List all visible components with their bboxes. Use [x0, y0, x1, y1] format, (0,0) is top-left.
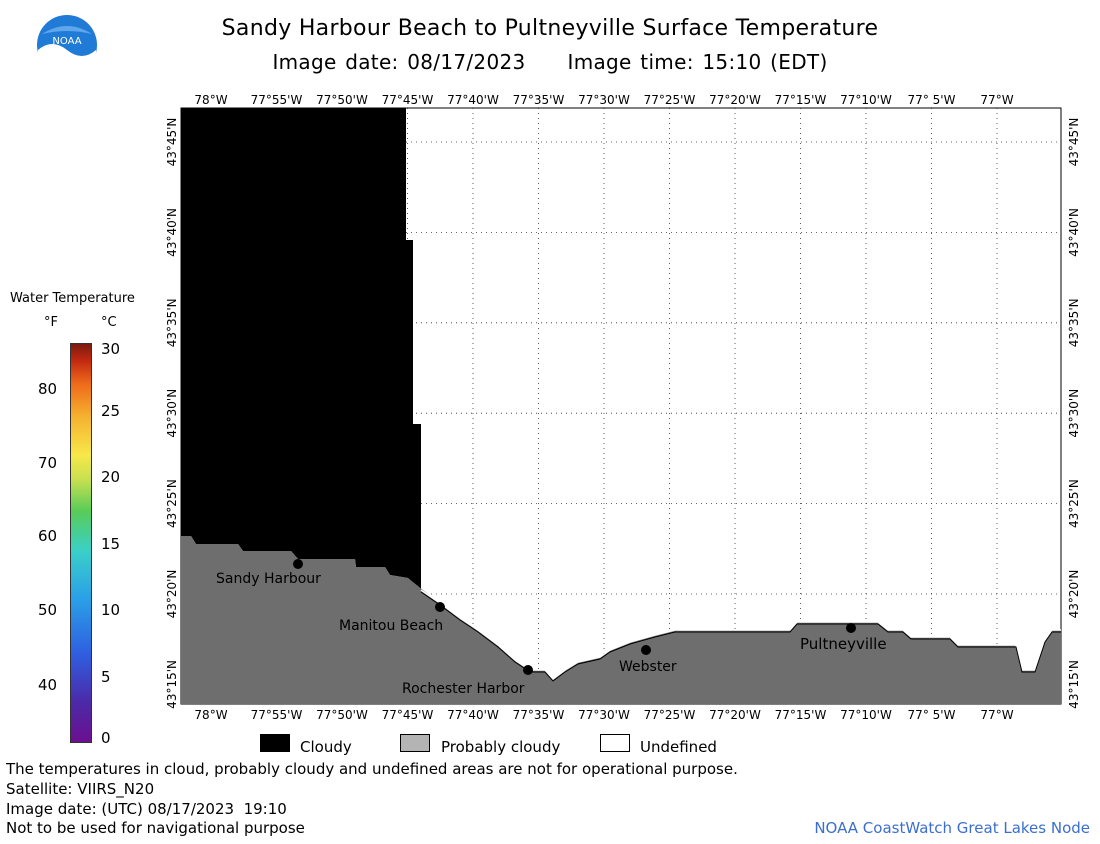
- lon-label-top: 77°45'W: [382, 93, 434, 107]
- lon-label-bottom: 77°55'W: [251, 708, 303, 722]
- lon-label-bottom: 77°25'W: [644, 708, 696, 722]
- undefined-swatch: [600, 734, 630, 752]
- f-tick-80: 80: [38, 380, 58, 398]
- lon-label-bottom: 77°40'W: [447, 708, 499, 722]
- utc-date-text: Image date: (UTC) 08/17/2023 19:10: [6, 800, 287, 818]
- probably-cloudy-label: Probably cloudy: [441, 738, 561, 756]
- pultneyville-label: Pultneyville: [800, 635, 887, 653]
- c-tick-0: 0: [101, 729, 111, 747]
- lon-label-bottom: 77°50'W: [316, 708, 368, 722]
- f-tick-60: 60: [38, 527, 58, 545]
- unit-fahrenheit: °F: [44, 315, 58, 330]
- unit-celsius: °C: [101, 315, 117, 330]
- lon-label-bottom: 77°30'W: [578, 708, 630, 722]
- sandy-harbour-label: Sandy Harbour: [216, 571, 321, 587]
- f-tick-70: 70: [38, 454, 58, 472]
- lat-label-right: 43°30'N: [1067, 389, 1081, 438]
- f-tick-40: 40: [38, 676, 58, 694]
- lon-label-top: 77°W: [980, 93, 1013, 107]
- lon-label-bottom: 77°45'W: [382, 708, 434, 722]
- lon-label-bottom: 77°10'W: [840, 708, 892, 722]
- webster-marker: [641, 645, 651, 655]
- lon-label-top: 78°W: [194, 93, 227, 107]
- manitou-beach-label: Manitou Beach: [339, 618, 443, 634]
- land-area: [181, 536, 1061, 704]
- credit-text: NOAA CoastWatch Great Lakes Node: [814, 819, 1090, 837]
- lon-label-top: 77°50'W: [316, 93, 368, 107]
- lon-label-top: 77°20'W: [709, 93, 761, 107]
- coastline-shadow: [420, 591, 1061, 682]
- webster-label: Webster: [619, 659, 677, 675]
- image-date: Image date: 08/17/2023: [272, 50, 526, 74]
- lon-labels-bottom: 78°W 77°55'W 77°50'W 77°45'W 77°40'W 77°35'W 7…: [194, 708, 1013, 722]
- disclaimer-text: The temperatures in cloud, probably clou…: [6, 760, 738, 778]
- c-tick-10: 10: [101, 601, 121, 619]
- noaa-logo: NOAA: [37, 15, 97, 76]
- legend-title: Water Temperature: [10, 291, 135, 306]
- lon-labels-top: 78°W 77°55'W 77°50'W 77°45'W 77°40'W 77°35'W 7…: [194, 93, 1013, 107]
- image-datetime: Image date: 08/17/2023 Image time: 15:10 …: [0, 50, 1100, 74]
- lon-label-top: 77°40'W: [447, 93, 499, 107]
- lon-label-top: 77°35'W: [513, 93, 565, 107]
- lat-label-left: 43°45'N: [165, 118, 179, 167]
- lon-label-top: 77°55'W: [251, 93, 303, 107]
- lon-label-bottom: 77°15'W: [775, 708, 827, 722]
- lat-label-left: 43°35'N: [165, 298, 179, 347]
- lon-label-bottom: 77°20'W: [709, 708, 761, 722]
- lon-label-top: 77°30'W: [578, 93, 630, 107]
- c-tick-15: 15: [101, 535, 121, 553]
- lon-label-bottom: 77°W: [980, 708, 1013, 722]
- lon-label-top: 77°10'W: [840, 93, 892, 107]
- lon-label-bottom: 78°W: [194, 708, 227, 722]
- lat-label-right: 43°25'N: [1067, 479, 1081, 528]
- lat-label-left: 43°40'N: [165, 208, 179, 257]
- probably-cloudy-swatch: [400, 734, 430, 752]
- lat-label-right: 43°20'N: [1067, 570, 1081, 619]
- c-tick-30: 30: [101, 340, 121, 358]
- lat-label-left: 43°20'N: [165, 570, 179, 619]
- cloudy-label: Cloudy: [300, 738, 352, 756]
- pultneyville-marker: [846, 623, 856, 633]
- lat-label-left: 43°25'N: [165, 479, 179, 528]
- image-time: Image time: 15:10 (EDT): [567, 50, 828, 74]
- lat-labels-right: 43°45'N 43°40'N 43°35'N 43°30'N 43°25'N 43°20…: [1067, 118, 1081, 709]
- lat-label-left: 43°15'N: [165, 660, 179, 709]
- c-tick-25: 25: [101, 402, 121, 420]
- lon-label-top: 77° 5'W: [908, 93, 956, 107]
- nav-warning-text: Not to be used for navigational purpose: [6, 819, 305, 837]
- rochester-harbor-marker: [523, 665, 533, 675]
- lon-label-top: 77°25'W: [644, 93, 696, 107]
- lat-labels-left: 43°45'N 43°40'N 43°35'N 43°30'N 43°25'N 43°20…: [165, 118, 179, 709]
- manitou-beach-marker: [435, 602, 445, 612]
- lat-label-right: 43°35'N: [1067, 298, 1081, 347]
- cloudy-swatch: [260, 734, 290, 752]
- lon-label-bottom: 77° 5'W: [908, 708, 956, 722]
- c-tick-20: 20: [101, 468, 121, 486]
- c-tick-5: 5: [101, 668, 111, 686]
- logo-text: NOAA: [52, 36, 81, 47]
- map-title: Sandy Harbour Beach to Pultneyville Surf…: [221, 16, 879, 41]
- lat-label-left: 43°30'N: [165, 389, 179, 438]
- lat-label-right: 43°45'N: [1067, 118, 1081, 167]
- satellite-text: Satellite: VIIRS_N20: [6, 780, 155, 798]
- lat-label-right: 43°15'N: [1067, 660, 1081, 709]
- lon-label-top: 77°15'W: [775, 93, 827, 107]
- lon-label-bottom: 77°35'W: [513, 708, 565, 722]
- lat-label-right: 43°40'N: [1067, 208, 1081, 257]
- cloud-area: [181, 108, 421, 590]
- temperature-colorbar: [70, 343, 92, 743]
- sandy-harbour-marker: [293, 559, 303, 569]
- f-tick-50: 50: [38, 601, 58, 619]
- undefined-label: Undefined: [640, 738, 717, 756]
- rochester-harbor-label: Rochester Harbor: [402, 681, 525, 697]
